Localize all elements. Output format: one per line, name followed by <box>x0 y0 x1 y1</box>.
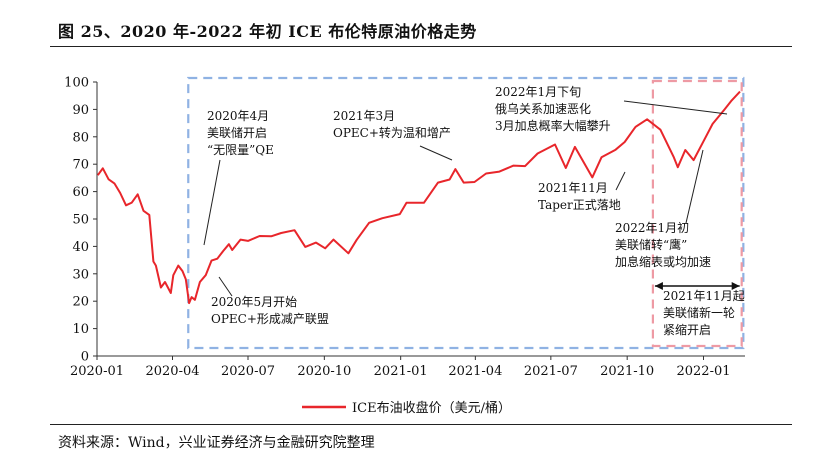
x-tick-label: 2020-10 <box>297 364 351 379</box>
annotation-text: “无限量”QE <box>207 143 274 157</box>
annotation-text: 美联储新一轮 <box>663 305 735 320</box>
series-layer <box>96 90 741 305</box>
x-tick-label: 2020-01 <box>70 364 124 379</box>
annotation-text: 美联储开启 <box>207 125 267 140</box>
annotation-text: 加息缩表或均加速 <box>615 254 711 269</box>
y-tick-label: 60 <box>72 185 89 200</box>
chart-axes: 0 10 20 30 40 50 60 70 80 90 100 2020-01 2020-04 2020… <box>64 76 745 379</box>
y-tick-label: 30 <box>72 267 89 282</box>
x-tick-label: 2021-04 <box>448 364 502 379</box>
annotation-text: 3月加息概率大幅攀升 <box>495 118 611 133</box>
legend: ICE布油收盘价（美元/桶） <box>302 400 511 416</box>
x-tick-label: 2020-07 <box>221 364 275 379</box>
highlight-boxes <box>187 76 745 350</box>
annotation-text: OPEC+形成减产联盟 <box>211 312 329 326</box>
source-rule <box>50 424 792 425</box>
annotation-pointer <box>623 100 728 115</box>
annotations: 2020年4月美联储开启“无限量”QE2021年3月OPEC+转为温和增产202… <box>203 85 745 337</box>
y-tick-label: 10 <box>72 322 89 337</box>
y-tick-label: 40 <box>72 240 89 255</box>
figure-title: 图 25、2020 年-2022 年初 ICE 布伦特原油价格走势 <box>58 22 477 41</box>
legend-label: ICE布油收盘价（美元/桶） <box>352 400 511 416</box>
annotation-text: 2022年1月初 <box>615 221 689 235</box>
annotation-pointer <box>685 149 704 224</box>
annotation-text: 紧缩开启 <box>663 322 711 337</box>
x-tick-label: 2021-10 <box>600 364 654 379</box>
annotation-text: Taper正式落地 <box>538 198 621 212</box>
blue-dashed-highlight-box <box>187 76 745 350</box>
annotation-pointer <box>218 276 233 297</box>
x-tick-label: 2022-01 <box>676 364 730 379</box>
pink-dashed-highlight-box <box>651 79 743 348</box>
annotation-text: 美联储转“鹰” <box>615 237 687 252</box>
y-tick-label: 100 <box>64 76 89 91</box>
y-tick-label: 20 <box>72 295 89 310</box>
brent-price-line <box>96 90 741 305</box>
source-note: 资料来源：Wind，兴业证券经济与金融研究院整理 <box>58 435 375 451</box>
x-tick-label: 2020-04 <box>145 364 199 379</box>
annotation-text: 2021年3月 <box>333 109 395 123</box>
annotation-text: 2022年1月下旬 <box>495 85 581 99</box>
annotation-pointer <box>615 171 626 191</box>
period-arrow-left-head <box>654 282 663 290</box>
annotation-5: 2020年5月开始 OPEC+形成减产联盟 <box>211 276 329 326</box>
annotation-text: OPEC+转为温和增产 <box>333 125 451 140</box>
x-tick-label: 2021-07 <box>524 364 578 379</box>
title-rule <box>50 46 792 47</box>
y-tick-label: 0 <box>81 350 89 365</box>
y-tick-label: 80 <box>72 130 89 145</box>
annotation-text: 2020年5月开始 <box>211 295 297 309</box>
annotation-1: 2021年3月 OPEC+转为温和增产 <box>333 109 453 161</box>
annotation-text: 2021年11月起 <box>663 289 745 303</box>
period-arrow-right-head <box>731 282 740 290</box>
annotation-text: 2020年4月 <box>207 109 269 123</box>
y-tick-label: 70 <box>72 158 89 173</box>
annotation-pointer <box>419 145 453 161</box>
y-tick-label: 90 <box>72 103 89 118</box>
annotation-pointer <box>203 159 221 246</box>
y-tick-label: 50 <box>72 213 89 228</box>
x-tick-label: 2021-01 <box>374 364 428 379</box>
annotation-text: 2021年11月 <box>538 181 608 195</box>
annotation-text: 俄乌关系加速恶化 <box>495 101 591 116</box>
annotation-3: 2021年11月 Taper正式落地 <box>538 171 626 212</box>
